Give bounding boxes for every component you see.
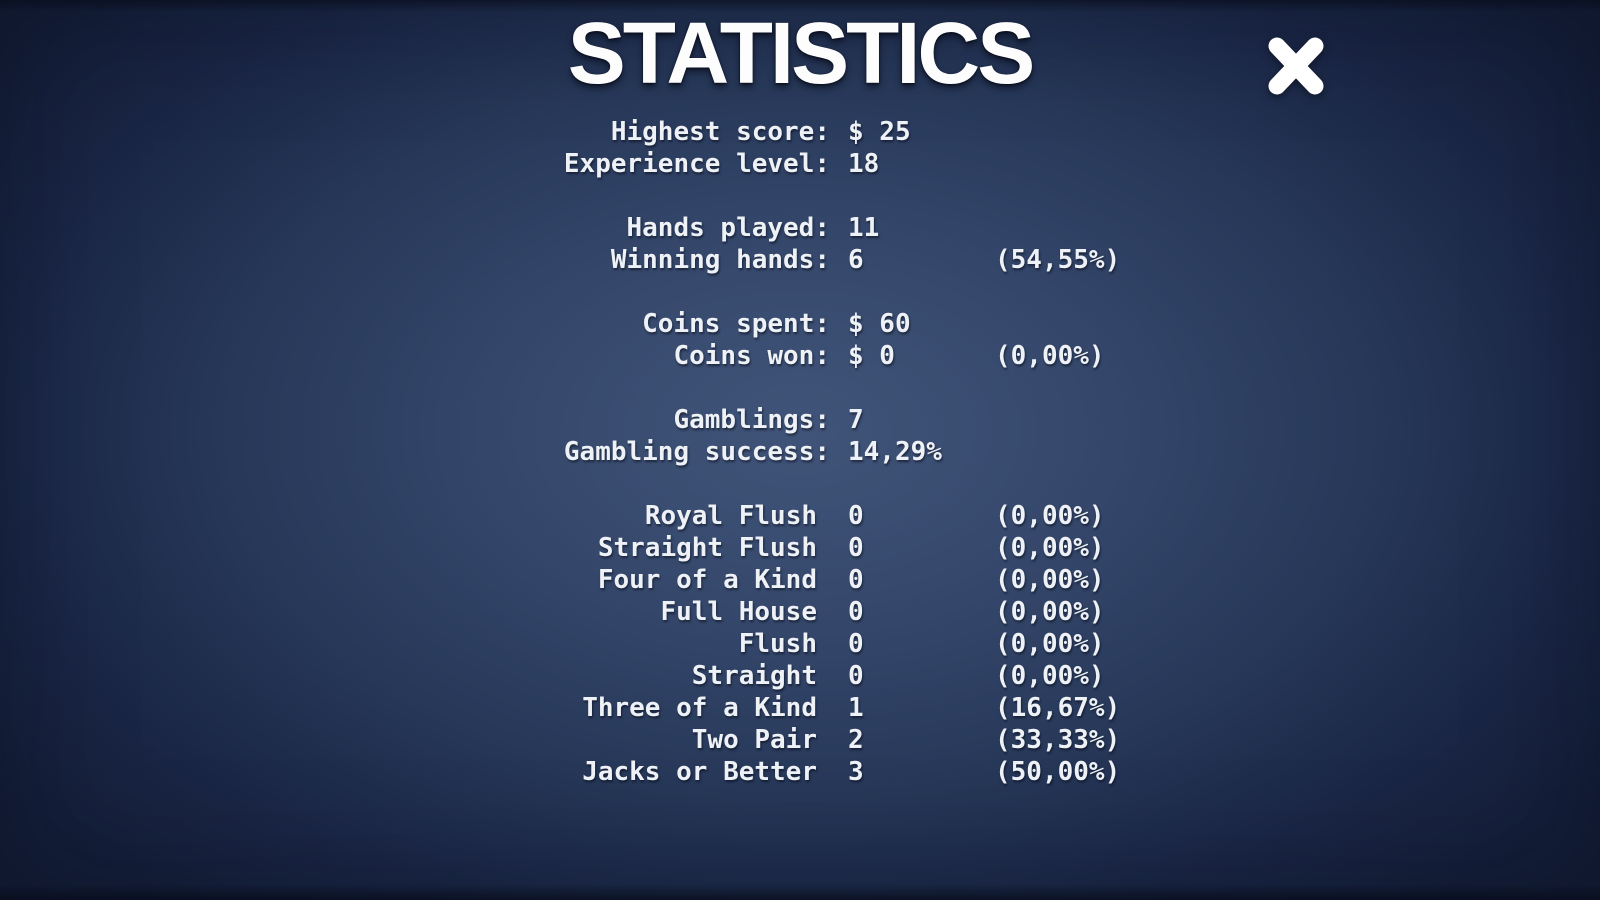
stat-percent: [995, 116, 1180, 148]
stat-percent: [995, 212, 1180, 244]
stat-percent: (33,33%): [995, 725, 1121, 755]
stat-value: 3: [848, 757, 864, 787]
stat-value: 0: [848, 501, 864, 531]
stat-percent: (0,00%): [995, 565, 1105, 595]
stat-row: Flush 0 (0,00%): [420, 628, 1180, 660]
stat-value: 14,29%: [848, 437, 942, 467]
stat-row: Full House 0 (0,00%): [420, 596, 1180, 628]
stat-percent: (0,00%): [995, 597, 1105, 627]
stat-percent: (0,00%): [995, 533, 1105, 563]
stats-section-1: Hands played: 11 Winning hands: 6 (54,55%): [420, 212, 1180, 276]
close-button[interactable]: [1252, 22, 1340, 110]
stat-percent: (0,00%): [995, 661, 1105, 691]
stat-row: Jacks or Better 3 (50,00%): [420, 756, 1180, 788]
stat-row: Four of a Kind 0 (0,00%): [420, 564, 1180, 596]
stat-percent: (54,55%): [995, 245, 1121, 275]
stat-label: Flush: [738, 629, 817, 659]
stat-row: Gambling success: 14,29%: [420, 436, 1180, 468]
stat-value: 2: [848, 725, 864, 755]
stat-value: $ 0: [848, 341, 895, 371]
stat-label: Four of a Kind: [597, 565, 817, 595]
stats-section-0: Highest score: $ 25 Experience level: 18: [420, 116, 1180, 180]
stat-row: Highest score: $ 25: [420, 116, 1180, 148]
stat-value: $ 25: [848, 117, 911, 147]
close-icon: [1263, 34, 1329, 98]
stat-value: 1: [848, 693, 864, 723]
stat-row: Coins spent: $ 60: [420, 308, 1180, 340]
stat-row: Royal Flush 0 (0,00%): [420, 500, 1180, 532]
stat-label: Gambling success:: [563, 437, 830, 467]
stat-value: 11: [848, 213, 880, 243]
stat-value: 0: [848, 533, 864, 563]
stat-percent: (16,67%): [995, 693, 1121, 723]
stat-value: 6: [848, 245, 864, 275]
stat-value: 0: [848, 629, 864, 659]
stat-label: Straight Flush: [597, 533, 817, 563]
stat-row: Coins won: $ 0 (0,00%): [420, 340, 1180, 372]
stat-percent: (0,00%): [995, 629, 1105, 659]
stats-section-4: Royal Flush 0 (0,00%) Straight Flush 0 (0,00%…: [420, 500, 1180, 788]
stat-label: Experience level:: [563, 149, 830, 179]
stat-label: Three of a Kind: [582, 693, 817, 723]
stat-percent: [995, 436, 1180, 468]
stat-row: Gamblings: 7: [420, 404, 1180, 436]
stat-percent: (50,00%): [995, 757, 1121, 787]
stat-label: Coins spent:: [642, 309, 830, 339]
stat-value: 0: [848, 565, 864, 595]
stat-percent: [995, 308, 1180, 340]
stat-label: Gamblings:: [673, 405, 830, 435]
stat-label: Highest score:: [610, 117, 830, 147]
stat-label: Coins won:: [673, 341, 830, 371]
stat-label: Hands played:: [626, 213, 831, 243]
stat-value: 0: [848, 597, 864, 627]
stat-label: Royal Flush: [644, 501, 817, 531]
stat-label: Jacks or Better: [582, 757, 817, 787]
stat-label: Full House: [660, 597, 817, 627]
stat-value: 7: [848, 405, 864, 435]
stats-section-2: Coins spent: $ 60 Coins won: $ 0 (0,00%): [420, 308, 1180, 372]
stat-row: Hands played: 11: [420, 212, 1180, 244]
stat-percent: [995, 148, 1180, 180]
stats-list: Highest score: $ 25 Experience level: 18 Han…: [420, 116, 1180, 788]
stat-row: Straight Flush 0 (0,00%): [420, 532, 1180, 564]
stat-label: Straight: [691, 661, 817, 691]
stat-row: Straight 0 (0,00%): [420, 660, 1180, 692]
stats-section-3: Gamblings: 7 Gambling success: 14,29%: [420, 404, 1180, 468]
stat-row: Three of a Kind 1 (16,67%): [420, 692, 1180, 724]
stat-label: Winning hands:: [610, 245, 830, 275]
stat-row: Experience level: 18: [420, 148, 1180, 180]
stat-row: Two Pair 2 (33,33%): [420, 724, 1180, 756]
page-title: STATISTICS: [567, 5, 1036, 102]
stat-value: 0: [848, 661, 864, 691]
stat-percent: (0,00%): [995, 341, 1105, 371]
stat-label: Two Pair: [691, 725, 817, 755]
stat-value: $ 60: [848, 309, 911, 339]
stat-value: 18: [848, 149, 880, 179]
stat-percent: (0,00%): [995, 501, 1105, 531]
stat-percent: [995, 404, 1180, 436]
stat-row: Winning hands: 6 (54,55%): [420, 244, 1180, 276]
